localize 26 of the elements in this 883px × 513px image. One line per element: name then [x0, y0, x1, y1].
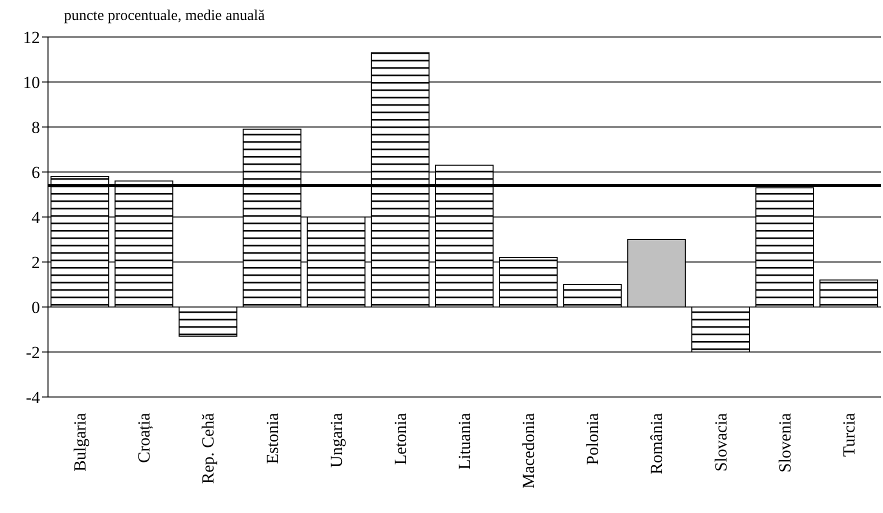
y-tick-label: 8 [32, 118, 40, 138]
y-tick-label: 10 [23, 73, 40, 92]
x-tick-label: Estonia [262, 412, 282, 464]
y-tick-label: -2 [26, 343, 40, 362]
x-tick-label: Turcia [839, 412, 858, 457]
x-tick-label: Macedonia [519, 412, 538, 489]
y-tick-label: 2 [32, 253, 40, 272]
x-tick-label: Slovenia [775, 412, 794, 472]
x-tick-label: Rep. Cehă [198, 412, 218, 484]
x-tick-label: Ungaria [326, 412, 346, 468]
x-tick-label: Bulgaria [70, 412, 90, 472]
bar [178, 306, 238, 337]
y-tick-label: 12 [23, 28, 40, 48]
bar [819, 280, 878, 308]
x-tick-label: România [647, 412, 666, 474]
x-tick-label: Slovacia [711, 412, 730, 472]
y-tick-label: 6 [32, 163, 40, 182]
y-axis-title: puncte procentuale, medie anuală [64, 8, 265, 25]
x-tick-label: Lituania [455, 412, 474, 470]
y-tick-label: 4 [32, 208, 40, 228]
y-tick-label: 0 [32, 298, 40, 318]
y-tick-label: -4 [26, 388, 40, 408]
x-tick-label: Croația [134, 412, 154, 464]
bar [563, 284, 622, 308]
x-tick-label: Letonia [390, 412, 410, 465]
x-tick-label: Polonia [583, 412, 602, 465]
